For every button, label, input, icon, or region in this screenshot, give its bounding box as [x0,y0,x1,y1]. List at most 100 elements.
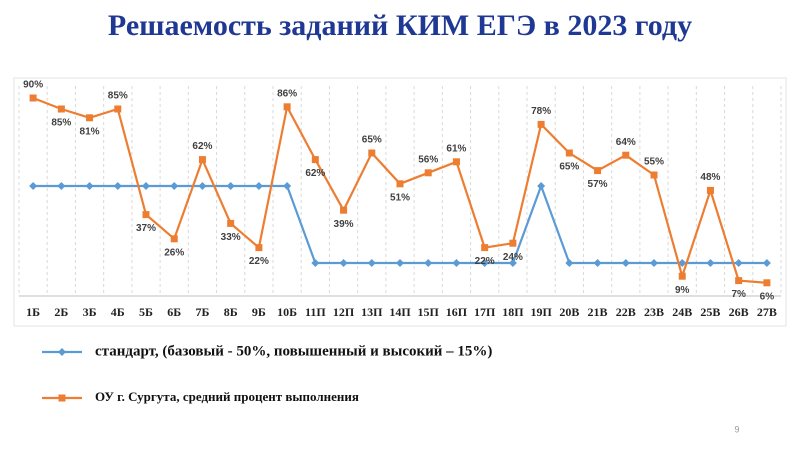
chart-title: Решаемость заданий КИМ ЕГЭ в 2023 году [108,9,692,42]
x-tick-label: 10Б [277,305,297,319]
point [226,182,235,190]
data-label: 24% [503,252,523,263]
x-tick-label: 22В [616,305,636,319]
x-tick-label: 25В [700,305,720,319]
point [283,103,291,111]
point [537,120,545,128]
point [227,219,235,227]
data-label: 62% [192,141,212,152]
x-tick-label: 18П [502,305,524,319]
point [508,259,517,267]
data-label: 85% [51,118,71,129]
x-tick-label: 17П [474,305,496,319]
data-label: 7% [731,289,746,300]
point [565,149,573,157]
x-tick-label: 3Б [83,305,97,319]
point [762,259,771,267]
point [29,94,37,102]
point [283,182,292,190]
point [396,259,404,267]
point [367,259,376,267]
point [339,259,348,267]
point [622,151,630,159]
data-label: 64% [616,137,636,148]
point [480,259,489,267]
point [452,259,461,267]
data-label: 86% [277,88,297,99]
x-tick-label: 27В [757,305,777,319]
x-tick-label: 1Б [26,305,40,319]
data-label: 90% [23,80,43,91]
page-number: 9 [734,424,739,434]
x-tick-label: 19П [530,305,552,319]
data-label: 55% [644,157,664,168]
point [198,182,207,190]
point [452,158,460,166]
x-tick-label: 12П [333,305,355,319]
data-label: 56% [418,154,438,165]
x-tick-label: 6Б [167,305,181,319]
x-tick-label: 7Б [195,305,209,319]
point [734,259,743,267]
data-label: 39% [334,219,354,230]
x-tick-label: 11П [305,305,326,319]
x-tick-label: 20В [559,305,579,319]
data-label: 37% [136,223,156,234]
data-label: 62% [305,168,325,179]
series-line [32,96,767,284]
point [254,182,263,190]
x-tick-label: 26В [729,305,749,319]
point [57,182,66,190]
data-label: 65% [362,135,382,146]
point [424,259,433,267]
point [706,186,714,194]
x-tick-label: 8Б [224,305,238,319]
point [621,259,630,267]
x-tick-label: 4Б [111,305,125,319]
point [114,105,122,113]
point [735,277,743,285]
plot-frame [13,77,787,327]
point [650,171,658,179]
point [311,259,320,267]
x-tick-label: 16П [446,305,468,319]
point [509,239,517,247]
point [170,182,179,190]
point [340,206,348,214]
point [396,180,404,188]
point [678,272,686,280]
x-tick-label: 13П [361,305,383,319]
x-tick-label: 2Б [54,305,68,319]
point [368,149,376,157]
data-label: 65% [559,162,579,173]
point [650,259,658,267]
data-label: 61% [446,143,466,154]
data-label: 22% [475,256,495,267]
point [29,182,38,190]
point [142,182,150,190]
x-tick-label: 23В [644,305,664,319]
point [593,259,602,267]
data-label: 33% [221,232,241,243]
point [86,114,94,122]
point [170,235,178,243]
point [481,244,489,252]
data-label: 9% [675,285,690,296]
point [255,244,263,252]
point [565,259,574,267]
point [594,167,602,175]
data-label: 78% [531,106,551,117]
data-label: 6% [760,291,775,302]
legend-label: ОУ г. Сургута, средний процент выполнени… [95,389,359,404]
data-label: 22% [249,256,269,267]
point [85,182,94,190]
x-tick-label: 21В [588,305,608,319]
point [113,182,122,190]
point [763,279,771,287]
data-label: 48% [700,172,720,183]
point [424,169,432,177]
legend-marker [58,394,66,402]
point [311,156,319,164]
legend-marker [58,348,66,356]
